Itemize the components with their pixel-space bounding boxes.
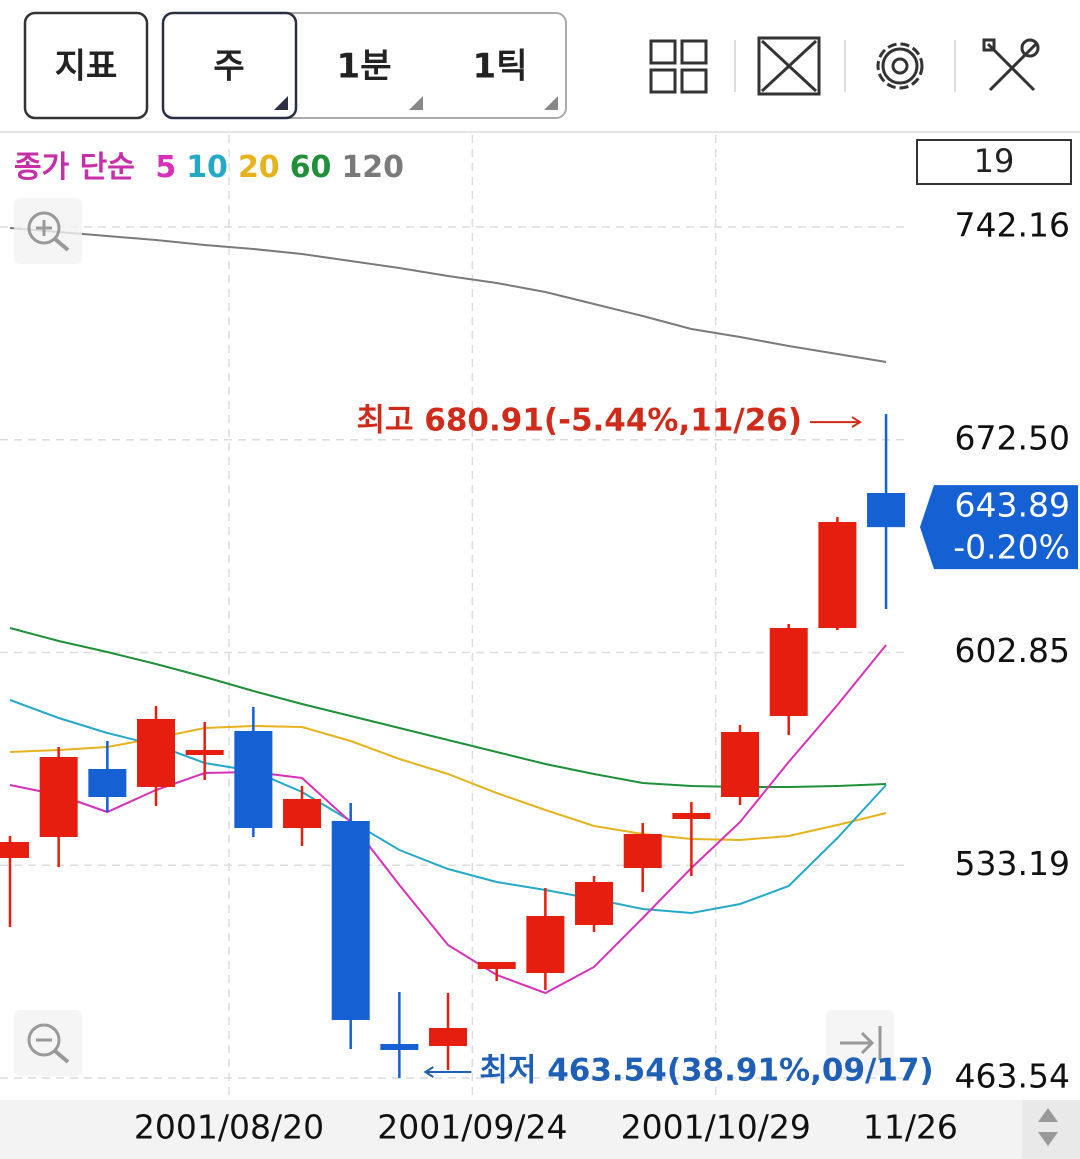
candle-body — [721, 731, 760, 797]
legend-entry: 60 — [290, 150, 332, 185]
candle-body — [623, 833, 662, 868]
legend-entry: 20 — [238, 150, 280, 185]
y-tick-label: 602.85 — [955, 631, 1070, 670]
max-annotation: 최고 680.91(-5.44%,11/26) — [356, 403, 802, 439]
x-axis-band — [0, 1100, 1080, 1159]
x-tick-label: 2001/10/29 — [621, 1108, 811, 1147]
y-tick-label: 672.50 — [955, 418, 1070, 457]
fullscreen-icon[interactable] — [757, 36, 821, 96]
toolbar: 지표 주 1분 1틱 — [0, 11, 1080, 133]
legend-entry: 10 — [186, 150, 228, 185]
candle-body — [283, 798, 322, 828]
candle-body — [526, 915, 565, 973]
count-label: 19 — [974, 142, 1015, 180]
candle-body — [380, 1043, 419, 1050]
price-tag — [920, 485, 1078, 570]
legend-title: 종가 단순 — [14, 150, 135, 185]
candle-body — [39, 756, 78, 837]
ma-line — [9, 227, 887, 363]
indicator-button[interactable] — [23, 11, 149, 120]
y-tick-label: 533.19 — [955, 844, 1070, 883]
candle-body — [429, 1027, 468, 1046]
x-tick-label: 2001/08/20 — [134, 1108, 324, 1147]
count-box[interactable] — [916, 139, 1072, 185]
candle-body — [477, 961, 516, 969]
scroll-control[interactable] — [1022, 1100, 1080, 1159]
y-tick-label: 463.54 — [955, 1056, 1070, 1095]
annotation-arrowhead — [423, 1066, 434, 1078]
scroll-up[interactable] — [1038, 1108, 1058, 1122]
min-annotation: 최저 463.54(38.91%,09/17) — [479, 1052, 933, 1088]
zoom-in[interactable] — [14, 198, 82, 264]
zoom-out[interactable] — [14, 1010, 82, 1076]
current-change: -0.20% — [953, 528, 1070, 567]
plot — [0, 135, 910, 1100]
legend-entry: 120 — [341, 150, 404, 185]
y-tick-label: 742.16 — [955, 205, 1070, 244]
settings-icon[interactable] — [876, 42, 924, 90]
annotation-arrowhead — [851, 416, 862, 428]
candle-body — [818, 521, 857, 628]
scroll-down[interactable] — [1038, 1132, 1058, 1146]
button-label: 지표 — [55, 47, 118, 87]
period-button-selected[interactable] — [161, 11, 298, 120]
x-tick-label: 2001/09/24 — [377, 1108, 567, 1147]
candle-body — [234, 730, 273, 828]
candle-body — [331, 821, 370, 1020]
candle-body — [769, 627, 808, 716]
tools-icon[interactable] — [982, 38, 1040, 92]
candle-body — [672, 813, 711, 819]
dropdown-marker — [274, 96, 288, 110]
current-price: 643.89 — [955, 486, 1070, 525]
dropdown-marker — [544, 96, 558, 110]
ma-legend: 종가 단순 5 10 20 60 120 — [14, 150, 404, 185]
legend-entry: 5 — [155, 150, 176, 185]
candle-body — [867, 492, 906, 528]
dropdown-marker — [409, 96, 423, 110]
button-label: 주 — [213, 47, 244, 87]
candle-body — [0, 841, 29, 858]
x-tick-label: 11/26 — [863, 1108, 958, 1147]
candle-body — [88, 768, 127, 797]
candle-body — [185, 749, 224, 755]
candle-body — [575, 881, 614, 926]
scroll-to-latest[interactable] — [826, 1010, 894, 1076]
button-label: 1분 — [337, 47, 392, 87]
button-label: 1틱 — [473, 47, 528, 87]
layout-icon[interactable] — [649, 39, 708, 94]
candle-body — [137, 718, 176, 787]
